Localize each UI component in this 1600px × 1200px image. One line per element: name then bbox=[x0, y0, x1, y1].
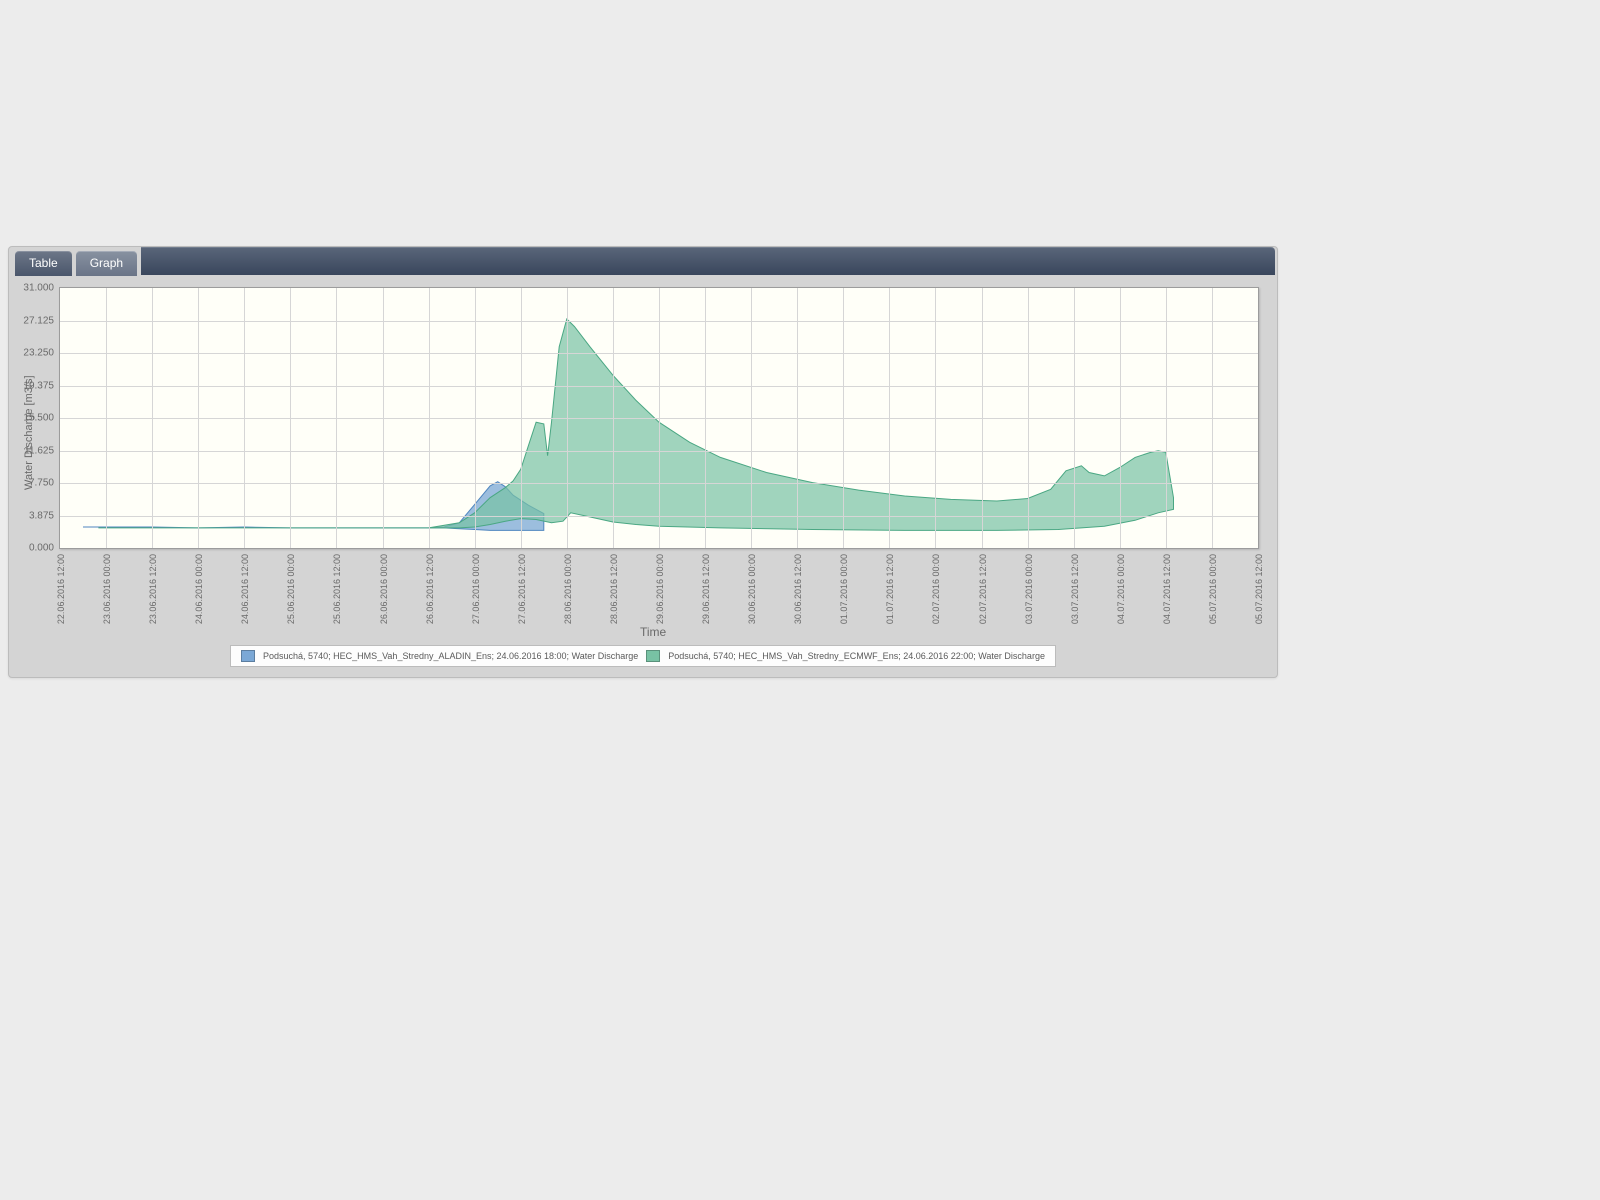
x-tick-label: 27.06.2016 12:00 bbox=[517, 554, 527, 624]
x-gridline bbox=[383, 288, 384, 548]
x-gridline bbox=[935, 288, 936, 548]
x-tick-label: 05.07.2016 12:00 bbox=[1254, 554, 1264, 624]
x-gridline bbox=[797, 288, 798, 548]
x-tick-label: 29.06.2016 00:00 bbox=[655, 554, 665, 624]
y-tick-label: 27.125 bbox=[23, 315, 54, 326]
x-tick-label: 29.06.2016 12:00 bbox=[701, 554, 711, 624]
y-axis-label: Water Discharge [m3/s] bbox=[23, 375, 35, 490]
tab-table[interactable]: Table bbox=[15, 251, 72, 276]
x-gridline bbox=[152, 288, 153, 548]
x-gridline bbox=[889, 288, 890, 548]
y-tick-label: 31.000 bbox=[23, 283, 54, 294]
legend-swatch bbox=[646, 650, 660, 662]
x-tick-label: 23.06.2016 12:00 bbox=[148, 554, 158, 624]
x-tick-label: 23.06.2016 00:00 bbox=[102, 554, 112, 624]
x-tick-label: 03.07.2016 12:00 bbox=[1070, 554, 1080, 624]
x-gridline bbox=[1212, 288, 1213, 548]
x-gridline bbox=[475, 288, 476, 548]
x-tick-label: 25.06.2016 00:00 bbox=[286, 554, 296, 624]
x-tick-label: 30.06.2016 00:00 bbox=[747, 554, 757, 624]
x-gridline bbox=[198, 288, 199, 548]
x-gridline bbox=[982, 288, 983, 548]
x-gridline bbox=[1120, 288, 1121, 548]
x-axis-label: Time bbox=[640, 625, 666, 639]
tab-bar: Table Graph bbox=[9, 247, 1277, 275]
legend-swatch bbox=[241, 650, 255, 662]
x-gridline bbox=[106, 288, 107, 548]
series-area bbox=[98, 319, 1173, 530]
x-tick-label: 02.07.2016 00:00 bbox=[931, 554, 941, 624]
x-tick-label: 04.07.2016 12:00 bbox=[1162, 554, 1172, 624]
x-tick-label: 04.07.2016 00:00 bbox=[1116, 554, 1126, 624]
x-tick-label: 22.06.2016 12:00 bbox=[56, 554, 66, 624]
x-tick-label: 27.06.2016 00:00 bbox=[471, 554, 481, 624]
x-gridline bbox=[705, 288, 706, 548]
legend: Podsuchá, 5740; HEC_HMS_Vah_Stredny_ALAD… bbox=[230, 645, 1056, 667]
x-gridline bbox=[290, 288, 291, 548]
legend-label: Podsuchá, 5740; HEC_HMS_Vah_Stredny_ECMW… bbox=[668, 651, 1045, 661]
x-tick-label: 26.06.2016 12:00 bbox=[425, 554, 435, 624]
x-gridline bbox=[1166, 288, 1167, 548]
x-tick-label: 01.07.2016 12:00 bbox=[885, 554, 895, 624]
x-gridline bbox=[244, 288, 245, 548]
y-tick-label: 23.250 bbox=[23, 348, 54, 359]
x-gridline bbox=[429, 288, 430, 548]
x-gridline bbox=[336, 288, 337, 548]
x-gridline bbox=[751, 288, 752, 548]
x-tick-label: 02.07.2016 12:00 bbox=[978, 554, 988, 624]
x-tick-label: 05.07.2016 00:00 bbox=[1208, 554, 1218, 624]
plot-area[interactable]: 0.0003.8757.75011.62515.50019.37523.2502… bbox=[59, 287, 1259, 549]
x-tick-label: 30.06.2016 12:00 bbox=[793, 554, 803, 624]
x-tick-label: 25.06.2016 12:00 bbox=[332, 554, 342, 624]
legend-label: Podsuchá, 5740; HEC_HMS_Vah_Stredny_ALAD… bbox=[263, 651, 638, 661]
tab-graph[interactable]: Graph bbox=[76, 251, 137, 276]
x-tick-label: 24.06.2016 00:00 bbox=[194, 554, 204, 624]
x-gridline bbox=[521, 288, 522, 548]
x-tick-label: 28.06.2016 00:00 bbox=[563, 554, 573, 624]
x-gridline bbox=[1074, 288, 1075, 548]
x-tick-label: 24.06.2016 12:00 bbox=[240, 554, 250, 624]
x-gridline bbox=[659, 288, 660, 548]
tab-bar-background bbox=[141, 247, 1275, 275]
x-gridline bbox=[843, 288, 844, 548]
x-tick-label: 01.07.2016 00:00 bbox=[839, 554, 849, 624]
x-gridline bbox=[613, 288, 614, 548]
x-tick-label: 28.06.2016 12:00 bbox=[609, 554, 619, 624]
x-tick-label: 26.06.2016 00:00 bbox=[379, 554, 389, 624]
x-gridline bbox=[567, 288, 568, 548]
x-gridline bbox=[1028, 288, 1029, 548]
chart-panel: Table Graph 0.0003.8757.75011.62515.5001… bbox=[8, 246, 1278, 678]
x-tick-label: 03.07.2016 00:00 bbox=[1024, 554, 1034, 624]
y-tick-label: 3.875 bbox=[29, 510, 54, 521]
y-tick-label: 0.000 bbox=[29, 543, 54, 554]
plot-wrapper: 0.0003.8757.75011.62515.50019.37523.2502… bbox=[9, 275, 1277, 645]
